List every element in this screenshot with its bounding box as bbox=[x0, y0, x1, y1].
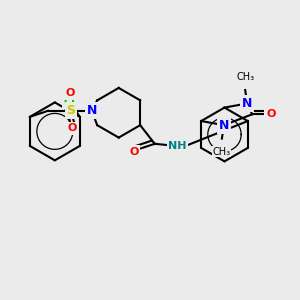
Text: N: N bbox=[242, 97, 252, 110]
Text: O: O bbox=[266, 109, 275, 119]
Text: N: N bbox=[87, 104, 97, 117]
Text: Cl: Cl bbox=[64, 98, 76, 107]
Text: O: O bbox=[129, 147, 139, 157]
Text: CH₃: CH₃ bbox=[236, 72, 254, 82]
Text: N: N bbox=[219, 119, 229, 132]
Text: NH: NH bbox=[168, 141, 187, 151]
Text: O: O bbox=[68, 123, 77, 133]
Text: S: S bbox=[67, 104, 76, 117]
Text: O: O bbox=[65, 88, 75, 98]
Text: CH₃: CH₃ bbox=[213, 147, 231, 157]
